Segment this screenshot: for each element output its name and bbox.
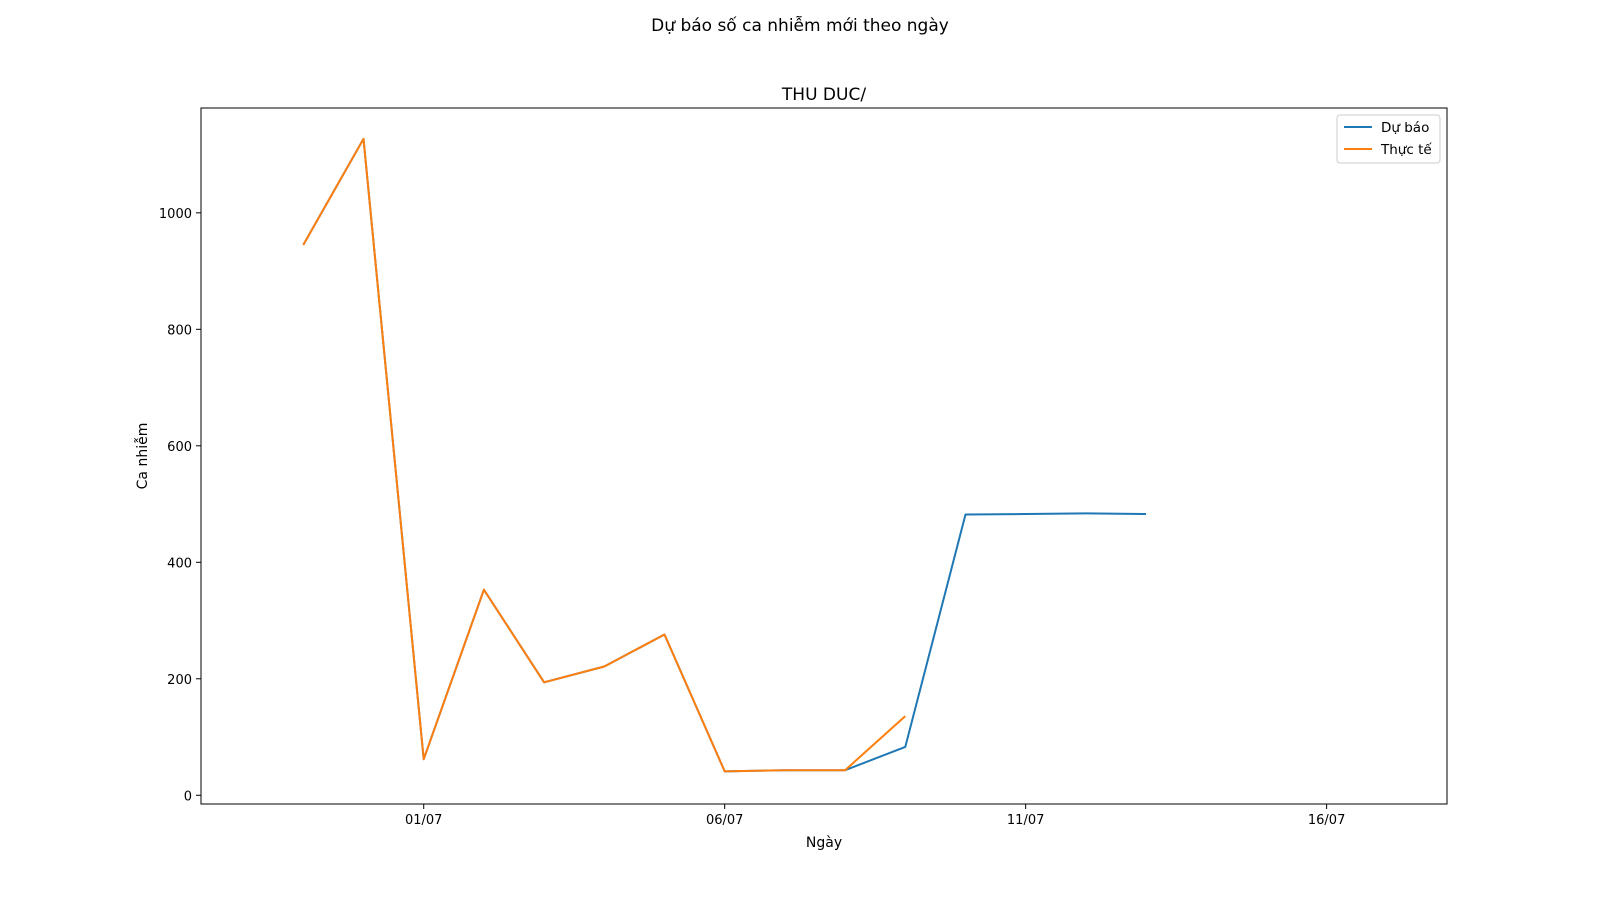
legend-label-du-bao: Dự báo [1381, 120, 1429, 136]
y-tick-label: 1000 [159, 207, 192, 222]
legend-label-thuc-te: Thực tế [1380, 141, 1432, 158]
x-tick-label: 06/07 [706, 813, 743, 828]
plot-frame [200, 107, 1448, 805]
y-tick-label: 800 [167, 323, 192, 338]
figure-title: Dự báo số ca nhiễm mới theo ngày [651, 16, 949, 36]
y-axis-ticks: 0 200 400 600 800 1000 [159, 207, 201, 804]
series-line-du-bao [302, 137, 1147, 773]
x-tick-label: 01/07 [405, 813, 442, 828]
x-tick-label: 16/07 [1308, 813, 1345, 828]
y-tick-label: 0 [184, 789, 192, 804]
y-tick-label: 200 [167, 673, 192, 688]
x-tick-label: 11/07 [1007, 813, 1044, 828]
chart-title: THU DUC/ [781, 85, 866, 105]
x-axis-ticks: 01/07 06/07 11/07 16/07 [405, 804, 1345, 828]
y-axis-label: Ca nhiễm [134, 423, 151, 490]
series-layer [302, 137, 1147, 773]
legend: Dự báo Thực tế [1336, 114, 1441, 164]
y-tick-label: 600 [167, 440, 192, 455]
x-axis-label: Ngày [806, 835, 842, 851]
series-line-thuc-te [302, 137, 906, 773]
y-tick-label: 400 [167, 556, 192, 571]
